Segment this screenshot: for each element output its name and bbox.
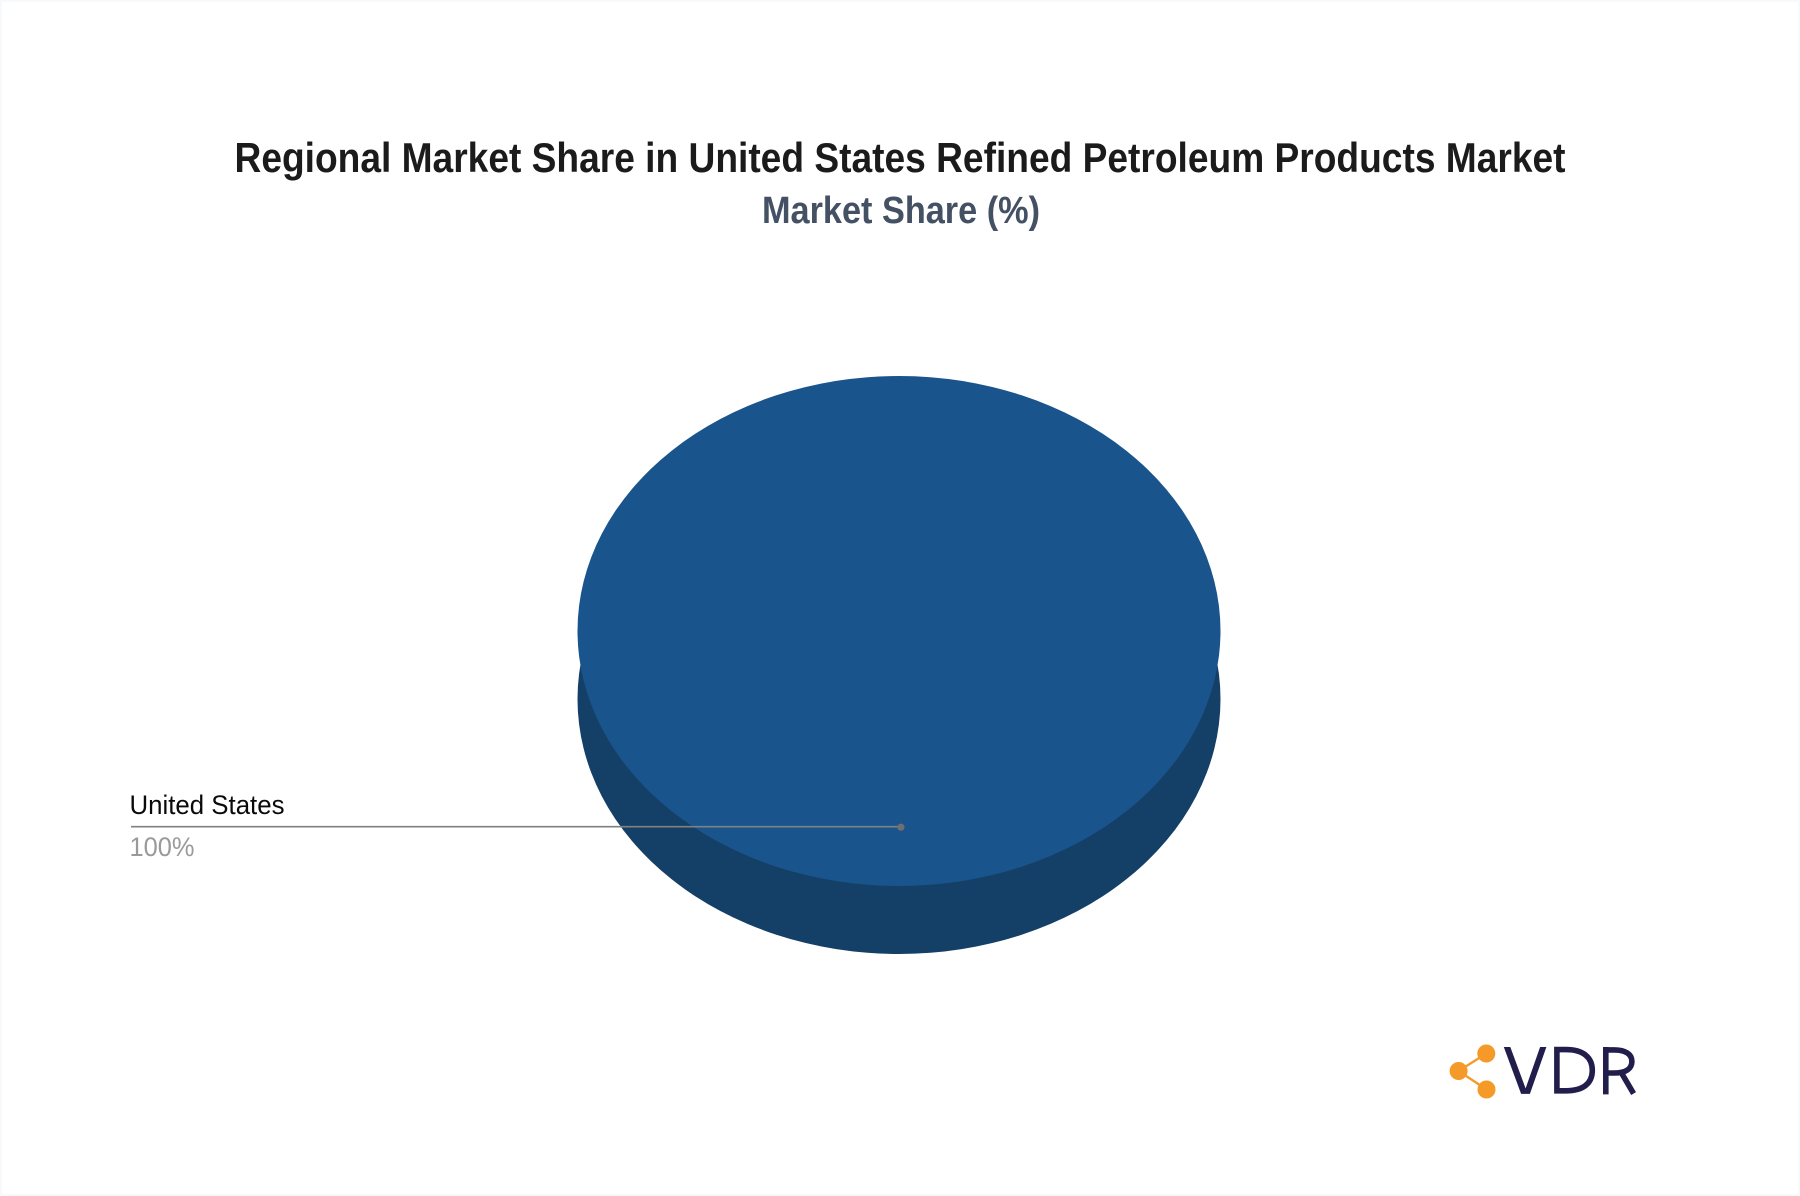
svg-text:Market Share (%): Market Share (%) [762,190,1040,232]
svg-text:100%: 100% [130,832,195,862]
svg-text:United States: United States [130,790,285,820]
svg-text:Regional Market Share in Unite: Regional Market Share in United States R… [235,134,1566,181]
